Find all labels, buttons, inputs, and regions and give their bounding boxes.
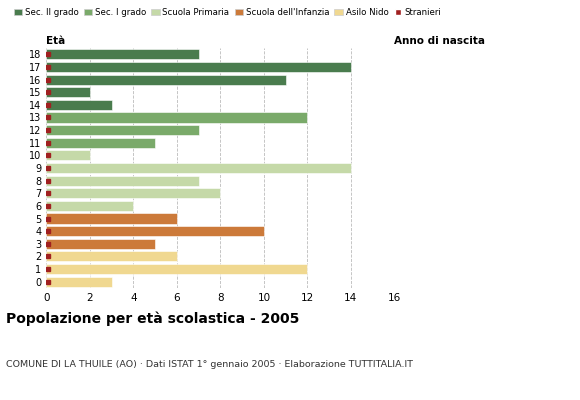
Bar xyxy=(46,150,90,160)
Text: Anno di nascita: Anno di nascita xyxy=(394,36,485,46)
Bar xyxy=(46,49,198,59)
Bar xyxy=(46,74,285,85)
Bar xyxy=(46,125,198,135)
Bar xyxy=(46,277,111,287)
Text: Età: Età xyxy=(46,36,66,46)
Bar xyxy=(46,138,155,148)
Bar xyxy=(46,214,177,224)
Bar xyxy=(46,62,351,72)
Bar xyxy=(46,112,307,122)
Text: COMUNE DI LA THUILE (AO) · Dati ISTAT 1° gennaio 2005 · Elaborazione TUTTITALIA.: COMUNE DI LA THUILE (AO) · Dati ISTAT 1°… xyxy=(6,360,413,369)
Bar xyxy=(46,100,111,110)
Bar xyxy=(46,201,133,211)
Bar xyxy=(46,226,264,236)
Bar xyxy=(46,163,351,173)
Bar xyxy=(46,87,90,97)
Bar xyxy=(46,239,155,249)
Bar xyxy=(46,264,307,274)
Legend: Sec. II grado, Sec. I grado, Scuola Primaria, Scuola dell'Infanzia, Asilo Nido, : Sec. II grado, Sec. I grado, Scuola Prim… xyxy=(10,4,445,20)
Bar xyxy=(46,188,220,198)
Bar xyxy=(46,176,198,186)
Bar xyxy=(46,251,177,262)
Text: Popolazione per età scolastica - 2005: Popolazione per età scolastica - 2005 xyxy=(6,312,299,326)
